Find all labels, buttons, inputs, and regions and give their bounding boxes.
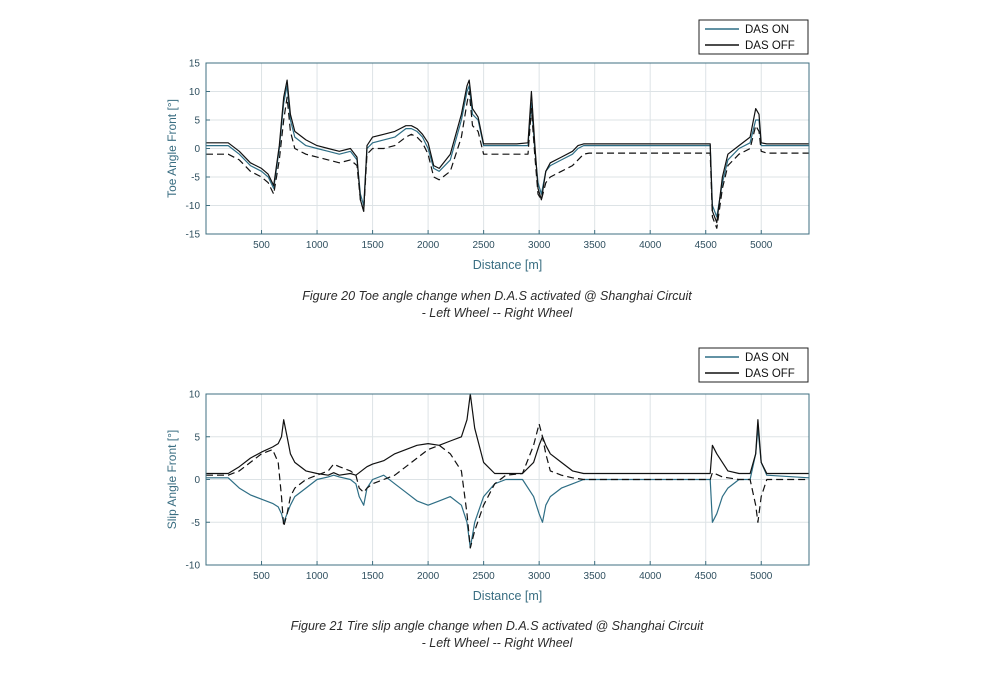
figure-21-caption-line1: Figure 21 Tire slip angle change when D.… — [290, 619, 704, 633]
x-tick-label: 1500 — [361, 240, 384, 251]
legend-label-0: DAS ON — [745, 352, 789, 364]
figure-21-caption: Figure 21 Tire slip angle change when D.… — [0, 618, 994, 652]
x-tick-label: 5000 — [750, 240, 773, 251]
series-line-2 — [206, 90, 809, 229]
slip-angle-chart: 500 1000 1500 2000 2500 3000 3500 4000 4500 5000 1… — [165, 347, 810, 603]
toe-angle-chart: 500 1000 1500 2000 2500 3000 3500 4000 4500 5000 1… — [165, 19, 810, 272]
y-tick-label: 10 — [189, 390, 201, 401]
x-tick-label: 3000 — [528, 240, 551, 251]
y-tick-label: -5 — [191, 173, 200, 184]
x-tick-label: 3500 — [584, 571, 607, 582]
y-tick-label: -15 — [186, 230, 201, 241]
y-tick-label: 0 — [194, 144, 200, 155]
y-axis-label: Toe Angle Front [°] — [165, 99, 179, 198]
y-tick-label: 5 — [194, 116, 200, 127]
y-tick-label: -10 — [186, 561, 201, 572]
x-tick-label: 1000 — [306, 240, 329, 251]
y-tick-label: 0 — [194, 475, 200, 486]
x-tick-label: 1000 — [306, 571, 329, 582]
legend-label-1: DAS OFF — [745, 40, 795, 52]
series-line-1 — [206, 79, 809, 224]
figure-20-caption: Figure 20 Toe angle change when D.A.S ac… — [0, 288, 994, 322]
y-tick-label: -10 — [186, 201, 201, 212]
x-tick-label: 4000 — [639, 240, 662, 251]
series-line-1 — [206, 393, 809, 476]
x-tick-label: 3500 — [584, 240, 607, 251]
x-axis-label: Distance [m] — [473, 258, 542, 272]
x-tick-label: 4500 — [695, 571, 718, 582]
x-tick-label: 4500 — [695, 240, 718, 251]
series-line-0 — [206, 85, 809, 218]
legend-label-0: DAS ON — [745, 24, 789, 36]
x-tick-label: 2500 — [472, 571, 495, 582]
y-axis-label: Slip Angle Front [°] — [165, 430, 179, 530]
figure-20-caption-line1: Figure 20 Toe angle change when D.A.S ac… — [302, 289, 692, 303]
x-tick-label: 2000 — [417, 240, 440, 251]
x-tick-label: 500 — [253, 240, 270, 251]
x-tick-label: 4000 — [639, 571, 662, 582]
figure-21-caption-line2: - Left Wheel -- Right Wheel — [421, 636, 573, 650]
y-tick-label: 5 — [194, 432, 200, 443]
legend-box — [698, 19, 809, 55]
x-tick-label: 2500 — [472, 240, 495, 251]
x-tick-label: 3000 — [528, 571, 551, 582]
y-tick-label: -5 — [191, 518, 200, 529]
x-tick-label: 2000 — [417, 571, 440, 582]
x-tick-label: 500 — [253, 571, 270, 582]
legend-label-1: DAS OFF — [745, 368, 795, 380]
legend-box — [698, 347, 809, 383]
x-tick-label: 5000 — [750, 571, 773, 582]
x-axis-label: Distance [m] — [473, 589, 542, 603]
figure-20-caption-line2: - Left Wheel -- Right Wheel — [421, 306, 573, 320]
series-line-0 — [206, 427, 810, 549]
series-line-2 — [206, 423, 809, 549]
y-tick-label: 15 — [189, 59, 201, 70]
x-tick-label: 1500 — [361, 571, 384, 582]
y-tick-label: 10 — [189, 87, 201, 98]
